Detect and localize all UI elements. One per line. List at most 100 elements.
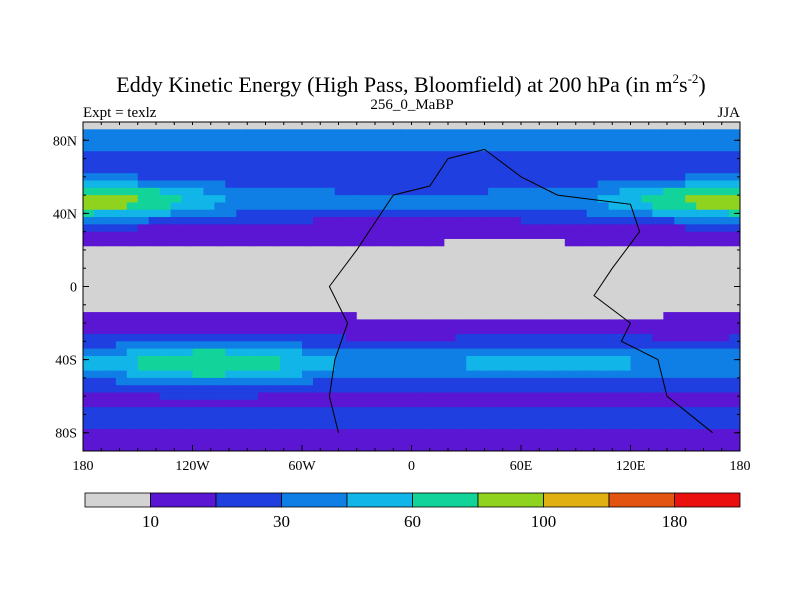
field-cell — [400, 355, 413, 364]
field-cell — [729, 392, 740, 401]
field-cell — [312, 297, 325, 306]
field-cell — [455, 399, 467, 408]
field-cell — [214, 231, 226, 240]
field-cell — [400, 260, 413, 269]
field-cell — [685, 224, 697, 233]
field-cell — [433, 195, 445, 204]
field-cell — [663, 363, 675, 372]
field-cell — [159, 334, 172, 342]
field-cell — [729, 143, 740, 152]
field-cell — [674, 260, 686, 269]
field-cell — [630, 165, 643, 174]
field-cell — [192, 297, 205, 306]
field-cell — [203, 370, 215, 379]
field-cell — [444, 195, 456, 204]
field-cell — [521, 385, 533, 394]
field-cell — [411, 260, 424, 269]
field-cell — [192, 180, 205, 189]
field-cell — [225, 355, 237, 364]
field-cell — [181, 421, 194, 430]
field-cell — [400, 399, 413, 408]
field-cell — [170, 407, 183, 416]
field-cell — [531, 195, 544, 204]
field-cell — [302, 202, 314, 211]
field-cell — [269, 260, 281, 269]
field-cell — [707, 231, 719, 240]
field-cell — [258, 122, 270, 130]
field-cell — [214, 122, 226, 130]
field-cell — [137, 217, 150, 225]
field-cell — [564, 436, 577, 445]
field-cell — [104, 173, 117, 182]
field-cell — [258, 334, 270, 342]
field-cell — [652, 363, 664, 372]
field-cell — [553, 304, 566, 313]
field-cell — [630, 370, 643, 379]
field-cell — [542, 399, 555, 408]
field-cell — [214, 326, 226, 335]
field-cell — [411, 143, 424, 152]
field-cell — [696, 348, 708, 357]
field-cell — [652, 202, 664, 211]
field-cell — [455, 348, 467, 357]
field-cell — [345, 334, 358, 342]
field-cell — [214, 341, 226, 350]
field-cell — [247, 187, 259, 196]
field-cell — [652, 312, 664, 320]
field-cell — [608, 195, 621, 204]
field-cell — [586, 129, 599, 138]
field-cell — [718, 195, 730, 204]
field-cell — [302, 392, 314, 401]
field-cell — [663, 312, 675, 320]
field-cell — [269, 275, 281, 284]
field-cell — [236, 268, 248, 277]
field-cell — [356, 363, 369, 372]
field-cell — [137, 392, 150, 401]
low-eke-region — [329, 249, 658, 305]
field-cell — [433, 282, 445, 291]
field-cell — [159, 224, 172, 233]
field-cell — [707, 129, 719, 138]
field-cell — [280, 334, 292, 342]
field-cell — [707, 414, 719, 423]
field-cell — [444, 399, 456, 408]
field-cell — [718, 312, 730, 320]
field-cell — [93, 180, 106, 189]
field-cell — [258, 260, 270, 269]
field-cell — [345, 414, 358, 423]
field-cell — [510, 304, 522, 313]
field-cell — [564, 355, 577, 364]
field-cell — [531, 407, 544, 416]
field-cell — [718, 129, 730, 138]
field-cell — [203, 268, 215, 277]
field-cell — [334, 319, 347, 328]
field-cell — [597, 136, 610, 145]
field-cell — [258, 275, 270, 284]
field-cell — [608, 202, 621, 211]
field-cell — [499, 217, 511, 225]
field-cell — [553, 341, 566, 350]
field-cell — [192, 187, 205, 196]
field-cell — [148, 202, 161, 211]
field-cell — [170, 290, 183, 299]
field-cell — [280, 326, 292, 335]
field-cell — [356, 392, 369, 401]
field-cell — [345, 187, 358, 196]
field-cell — [575, 158, 588, 167]
field-cell — [170, 341, 183, 350]
field-cell — [378, 429, 391, 437]
field-cell — [400, 341, 413, 350]
field-cell — [619, 319, 632, 328]
field-cell — [433, 443, 445, 451]
field-cell — [707, 443, 719, 451]
field-cell — [422, 209, 434, 218]
field-cell — [93, 246, 106, 255]
field-cell — [499, 429, 511, 437]
field-cell — [389, 421, 402, 430]
field-cell — [247, 443, 259, 451]
field-cell — [455, 334, 467, 342]
field-cell — [302, 187, 314, 196]
field-cell — [192, 377, 205, 386]
field-cell — [115, 260, 128, 269]
field-cell — [499, 348, 511, 357]
